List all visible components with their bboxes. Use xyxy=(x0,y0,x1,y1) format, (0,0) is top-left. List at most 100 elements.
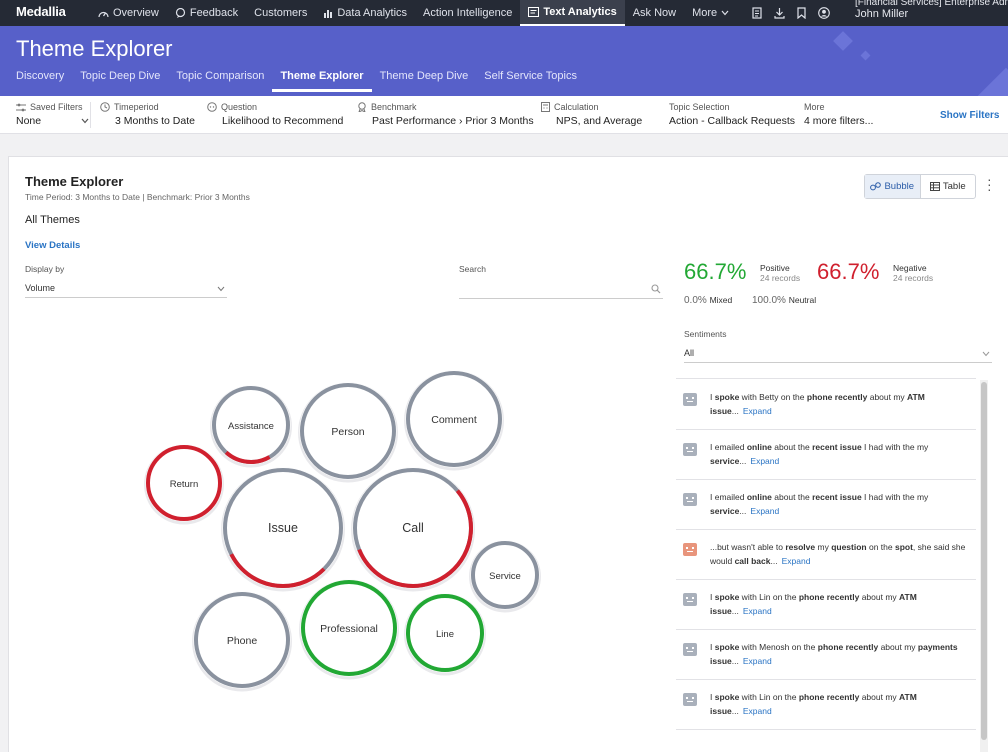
filter-timeperiod[interactable]: Timeperiod 3 Months to Date xyxy=(100,102,195,127)
filter-benchmark[interactable]: Benchmark Past Performance › Prior 3 Mon… xyxy=(357,102,534,127)
bubble-professional[interactable]: Professional xyxy=(299,579,399,680)
neutral-face-icon xyxy=(683,493,697,506)
nav-text-analytics[interactable]: Text Analytics xyxy=(520,0,625,26)
page-header: Theme Explorer Discovery Topic Deep Dive… xyxy=(0,26,1008,96)
more-options-icon[interactable]: · · · xyxy=(987,171,992,197)
mixed-label: Mixed xyxy=(709,295,733,305)
bubble-negative-arc xyxy=(353,468,473,588)
question-icon xyxy=(207,102,217,112)
bubble-ring xyxy=(406,594,484,672)
neutral-label: Neutral xyxy=(788,295,817,305)
tab-theme-deep-dive[interactable]: Theme Deep Dive xyxy=(379,70,469,82)
display-by-select[interactable]: Volume xyxy=(25,283,227,298)
bubble-label: Comment xyxy=(431,414,477,426)
user-menu[interactable]: [Financial Services] Enterprise Admin Jo… xyxy=(855,0,1008,19)
expand-link[interactable]: Expand xyxy=(742,656,772,666)
show-filters-button[interactable]: Show Filters xyxy=(940,110,1000,121)
filter-value: None xyxy=(16,115,42,127)
comment-text: ...but wasn't able to resolve my questio… xyxy=(710,542,966,566)
bubble-label: Call xyxy=(402,521,424,535)
positive-percent: 66.7% xyxy=(684,259,747,284)
expand-link[interactable]: Expand xyxy=(742,606,772,616)
table-view-button[interactable]: Table xyxy=(921,175,976,198)
download-icon[interactable] xyxy=(774,7,785,19)
expand-link[interactable]: Expand xyxy=(742,406,772,416)
tab-topic-comparison[interactable]: Topic Comparison xyxy=(176,70,265,82)
decorative-diamond xyxy=(860,50,871,61)
search-input[interactable] xyxy=(459,283,663,299)
comment-item: I spoke with Betty on the phone recently… xyxy=(676,380,976,430)
nav-feedback[interactable]: Feedback xyxy=(167,0,246,26)
bubble-line[interactable]: Line xyxy=(404,593,486,676)
nav-ask-now[interactable]: Ask Now xyxy=(625,0,684,26)
bubble-fill xyxy=(299,382,397,480)
neutral-face-icon xyxy=(683,593,697,606)
filter-saved-filters[interactable]: Saved Filters None xyxy=(16,102,89,127)
tab-topic-deep-dive[interactable]: Topic Deep Dive xyxy=(80,70,161,82)
bubble-fill xyxy=(470,540,540,610)
user-avatar-icon[interactable] xyxy=(818,7,830,19)
bubble-comment[interactable]: Comment xyxy=(404,370,504,471)
negative-percent: 66.7% xyxy=(817,259,880,284)
bubble-fill xyxy=(145,444,223,522)
sentiments-select[interactable]: All xyxy=(684,348,992,363)
bubble-ring xyxy=(301,580,397,676)
negative-label: Negative xyxy=(893,263,927,273)
user-name: John Miller xyxy=(855,8,909,20)
bubble-view-label: Bubble xyxy=(884,181,915,192)
nav-customers[interactable]: Customers xyxy=(246,0,315,26)
comment-text: I spoke with Menosh on the phone recentl… xyxy=(710,642,958,666)
nav-overview-label: Overview xyxy=(113,7,159,19)
nav-data-analytics[interactable]: Data Analytics xyxy=(315,0,415,26)
bubble-fill xyxy=(211,385,291,465)
tab-self-service-topics[interactable]: Self Service Topics xyxy=(484,70,577,82)
clock-icon xyxy=(100,102,110,112)
bubble-phone[interactable]: Phone xyxy=(192,591,292,692)
medallia-logo[interactable]: Medallia xyxy=(16,4,66,19)
filter-more[interactable]: More 4 more filters... xyxy=(804,102,873,127)
filter-topic-selection[interactable]: Topic Selection Action - Callback Reques… xyxy=(669,102,795,127)
nav-action-intelligence[interactable]: Action Intelligence xyxy=(415,0,520,26)
nav-more[interactable]: More xyxy=(684,0,737,26)
bubble-fill xyxy=(222,467,344,589)
bubble-person[interactable]: Person xyxy=(298,382,398,483)
bubble-service[interactable]: Service xyxy=(469,540,541,613)
tab-discovery[interactable]: Discovery xyxy=(16,70,65,82)
divider xyxy=(676,378,976,379)
view-details-link[interactable]: View Details xyxy=(25,240,81,251)
expand-link[interactable]: Expand xyxy=(750,506,780,516)
document-icon[interactable] xyxy=(752,7,762,19)
expand-link[interactable]: Expand xyxy=(781,556,811,566)
bubble-call[interactable]: Call xyxy=(331,446,494,609)
decorative-diamond xyxy=(977,67,1008,96)
bubble-return[interactable]: Return xyxy=(144,444,224,525)
nav-overview[interactable]: Overview xyxy=(90,0,167,26)
bubble-view-button[interactable]: Bubble xyxy=(865,175,921,198)
comment-text: I emailed online about the recent issue … xyxy=(710,492,929,516)
bookmark-icon[interactable] xyxy=(797,7,806,19)
comment-item: I emailed online about the recent issue … xyxy=(676,430,976,480)
bubble-fill xyxy=(405,370,503,468)
chevron-down-icon xyxy=(982,351,990,357)
bubble-assistance[interactable]: Assistance xyxy=(200,374,301,475)
tab-theme-explorer[interactable]: Theme Explorer xyxy=(272,68,372,92)
nav-more-label: More xyxy=(692,7,718,19)
sentiments-value: All xyxy=(684,348,695,358)
bubble-issue[interactable]: Issue xyxy=(201,446,365,610)
positive-records: 24 records xyxy=(760,273,801,283)
filter-value: NPS, and Average xyxy=(556,115,643,127)
bubble-fill xyxy=(352,467,474,589)
filter-calculation[interactable]: Calculation NPS, and Average xyxy=(541,102,642,127)
comment-item: I emailed online about the recent issue … xyxy=(676,480,976,530)
filter-value: Likelihood to Recommend xyxy=(222,115,344,127)
bubble-icon xyxy=(870,182,882,191)
expand-link[interactable]: Expand xyxy=(750,456,780,466)
filter-label: Topic Selection xyxy=(669,102,730,112)
expand-link[interactable]: Expand xyxy=(742,706,772,716)
scrollbar-thumb[interactable] xyxy=(981,382,987,740)
filter-question[interactable]: Question Likelihood to Recommend xyxy=(207,102,343,127)
comment-text: I spoke with Lin on the phone recently a… xyxy=(710,692,917,716)
all-themes-heading: All Themes xyxy=(25,214,80,226)
sad-face-icon xyxy=(683,543,697,556)
chat-icon xyxy=(175,8,185,18)
